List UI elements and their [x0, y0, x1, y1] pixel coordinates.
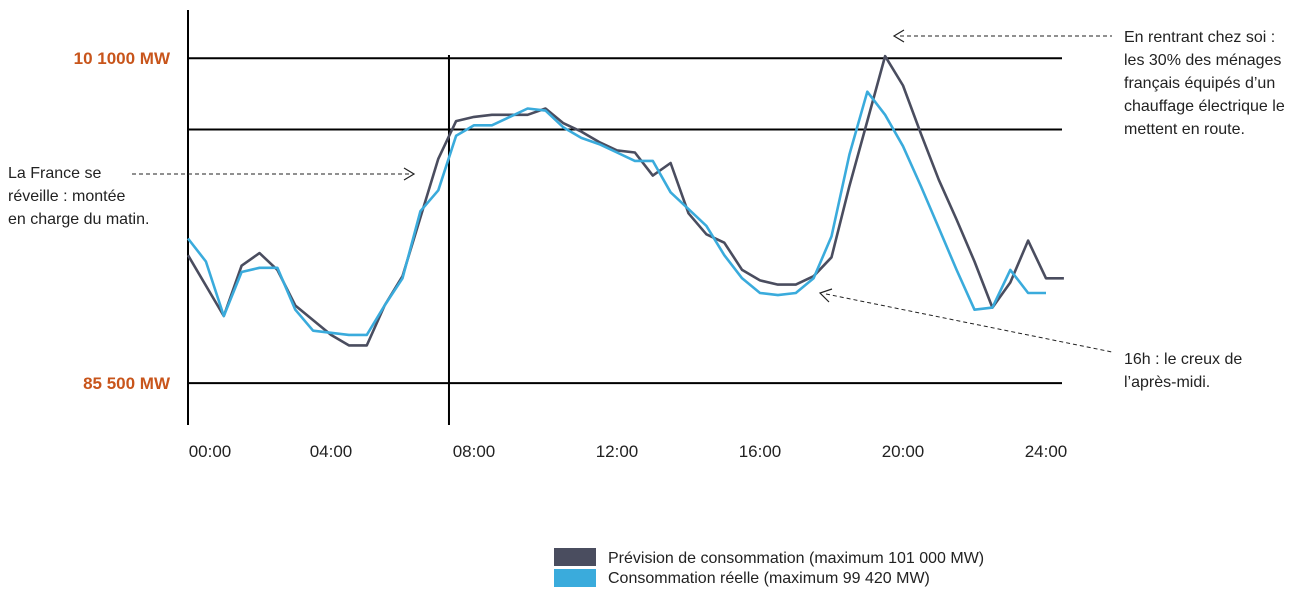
series-line-actual: [186, 90, 1046, 337]
horizontal-reference-lines: [188, 57, 1062, 385]
annotation-morning-arrowhead: [403, 167, 416, 181]
annotation-afternoon-arrow-line: [825, 293, 1113, 353]
annotation-morning: La France se réveille : montée en charge…: [8, 165, 416, 228]
series-line-forecast: [186, 54, 1064, 347]
legend: Prévision de consommation (maximum 101 0…: [554, 548, 984, 587]
annotation-evening-line: français équipés d’un: [1124, 75, 1275, 92]
x-tick-label: 20:00: [882, 442, 925, 461]
annotation-afternoon-arrowhead: [818, 288, 833, 303]
y-label-bottom: 85 500 MW: [83, 374, 171, 393]
legend-swatch-actual: [554, 569, 596, 587]
x-tick-label: 24:00: [1025, 442, 1068, 461]
annotation-evening: En rentrant chez soi : les 30% des ménag…: [892, 29, 1285, 138]
annotation-evening-line: mettent en route.: [1124, 121, 1245, 138]
y-label-top: 10 1000 MW: [74, 49, 171, 68]
x-tick-label: 08:00: [453, 442, 496, 461]
annotation-evening-arrowhead: [892, 29, 905, 43]
x-tick-label: 16:00: [739, 442, 782, 461]
annotation-morning-line: La France se: [8, 165, 101, 182]
x-tick-label: 12:00: [596, 442, 639, 461]
x-tick-labels: 00:00 04:00 08:00 12:00 16:00 20:00 24:00: [189, 442, 1068, 461]
annotation-evening-line: les 30% des ménages: [1124, 52, 1281, 69]
x-tick-label: 04:00: [310, 442, 353, 461]
annotation-evening-line: En rentrant chez soi :: [1124, 29, 1275, 46]
legend-label-forecast: Prévision de consommation (maximum 101 0…: [608, 550, 984, 567]
annotation-morning-line: réveille : montée: [8, 188, 125, 205]
legend-swatch-forecast: [554, 548, 596, 566]
annotation-afternoon: 16h : le creux de l’après-midi.: [818, 288, 1242, 391]
annotation-evening-line: chauffage électrique le: [1124, 98, 1285, 115]
annotation-afternoon-line: 16h : le creux de: [1124, 351, 1242, 368]
x-tick-label: 00:00: [189, 442, 232, 461]
annotation-afternoon-line: l’après-midi.: [1124, 374, 1210, 391]
legend-label-actual: Consommation réelle (maximum 99 420 MW): [608, 570, 930, 587]
series-lines: [186, 54, 1064, 347]
annotation-morning-line: en charge du matin.: [8, 211, 149, 228]
